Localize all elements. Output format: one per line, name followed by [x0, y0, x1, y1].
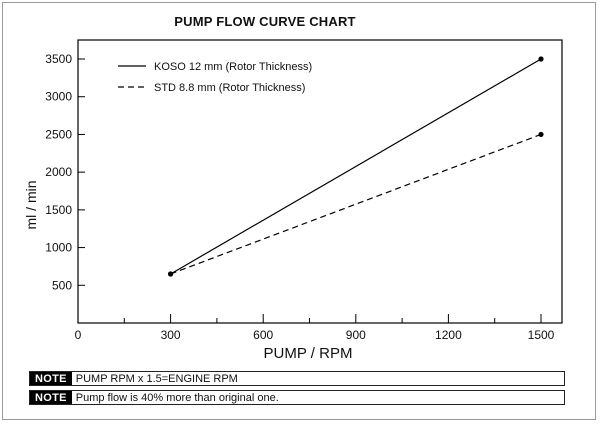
legend-label-1: KOSO 12 mm (Rotor Thickness): [154, 61, 312, 73]
y-tick-label: 1000: [45, 241, 72, 255]
x-tick-label: 600: [253, 328, 273, 342]
y-axis-label: ml / min: [23, 181, 39, 230]
chart-title: PUMP FLOW CURVE CHART: [174, 14, 356, 29]
series-1-point: [538, 56, 544, 62]
y-tick-label: 1500: [45, 203, 72, 217]
note-badge-2: NOTE: [30, 391, 72, 404]
series-2-point: [538, 131, 544, 138]
x-axis-label: PUMP / RPM: [264, 345, 353, 362]
note-badge-1: NOTE: [30, 372, 72, 385]
note-text-1: PUMP RPM x 1.5=ENGINE RPM: [75, 372, 238, 385]
x-tick-label: 1200: [435, 328, 462, 342]
x-tick-label: 900: [346, 328, 366, 342]
legend-label-2: STD 8.8 mm (Rotor Thickness): [154, 82, 305, 94]
flow-chart: 0 300 600 900 1200 1500 500 1000 1500 2000 2500 300…: [23, 39, 563, 362]
plot-area: [77, 39, 563, 324]
series-line-1: [170, 58, 542, 275]
y-tick-label: 3500: [45, 52, 72, 66]
x-tick-label: 300: [161, 328, 181, 342]
x-tick-label: 1500: [528, 328, 555, 342]
note-row-2: NOTE Pump flow is 40% more than original…: [29, 390, 565, 405]
y-tick-label: 2500: [45, 127, 72, 141]
series-line-2: [170, 133, 542, 275]
x-tick-label: 0: [75, 328, 82, 342]
y-tick-label: 2000: [45, 165, 72, 179]
note-text-2: Pump flow is 40% more than original one.: [75, 391, 279, 404]
y-tick-label: 3000: [45, 90, 72, 104]
chart-frame: [2, 2, 596, 420]
y-tick-label: 500: [52, 278, 72, 292]
note-row-1: NOTE PUMP RPM x 1.5=ENGINE RPM: [29, 371, 565, 386]
series-2-point: [168, 271, 174, 277]
